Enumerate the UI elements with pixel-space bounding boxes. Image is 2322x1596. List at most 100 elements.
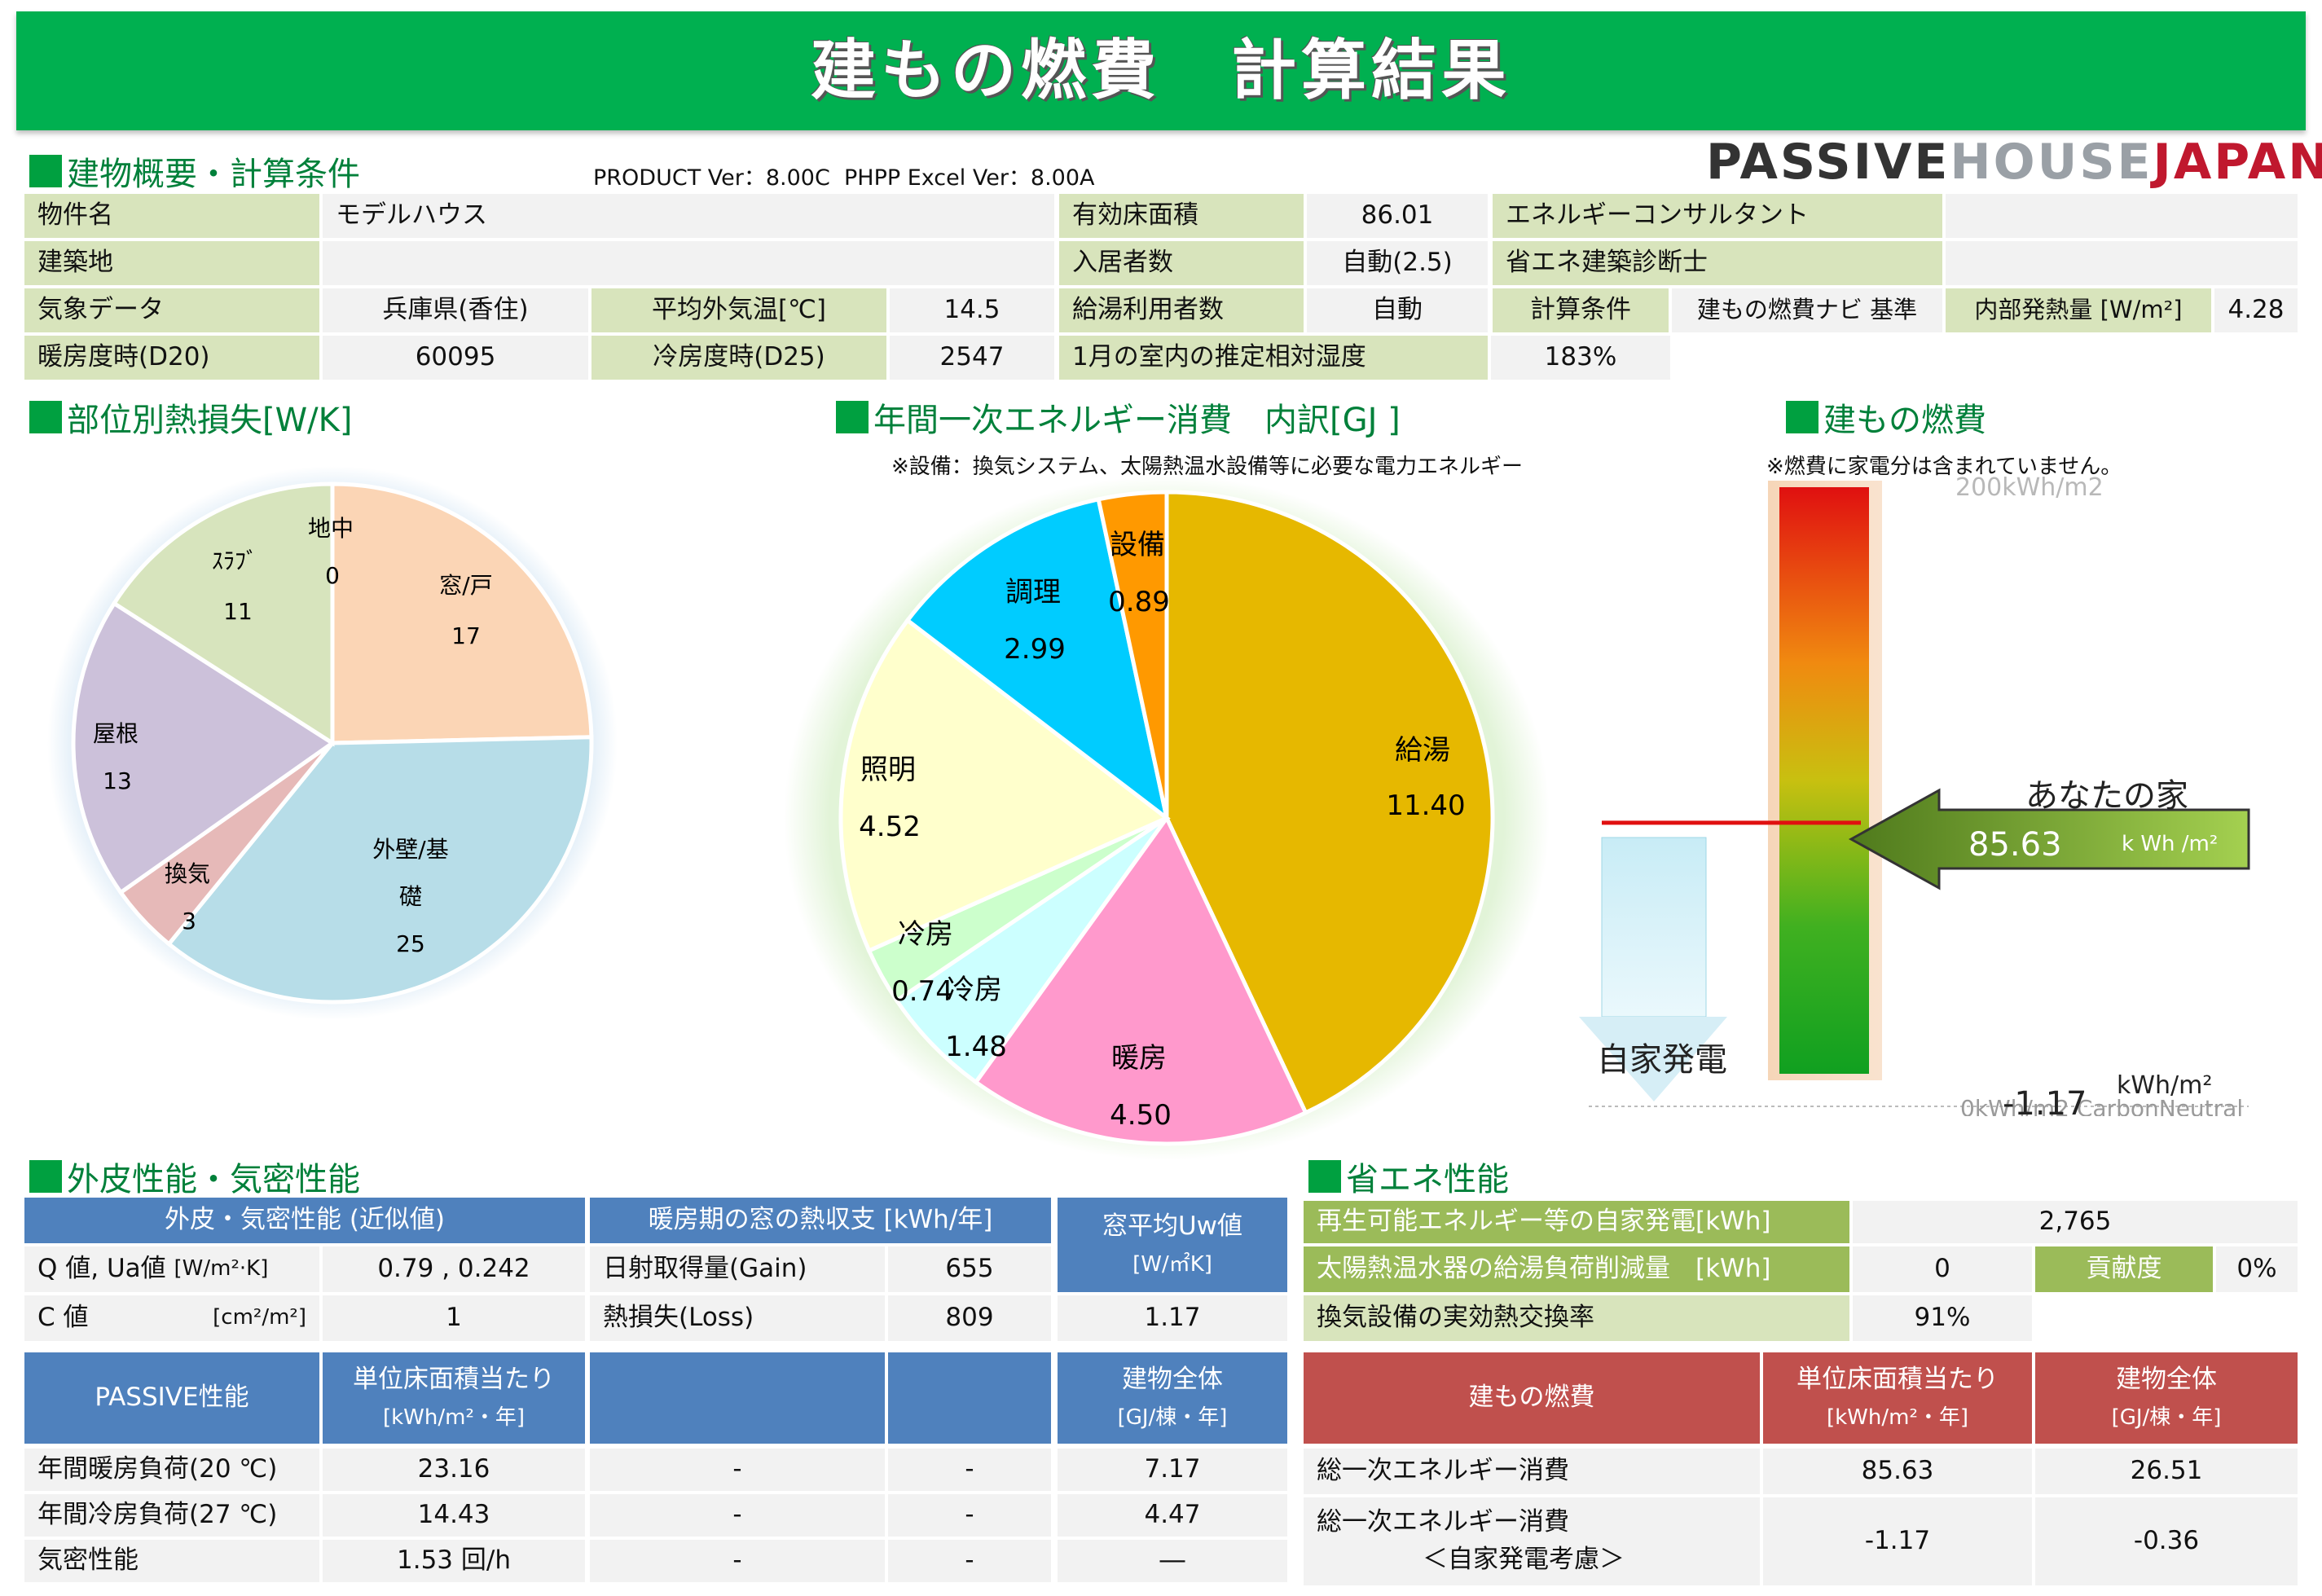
primary-value-equipment: 0.89: [1108, 586, 1170, 618]
humidity-value: 183%: [1491, 336, 1670, 380]
site-value: [323, 241, 1054, 285]
passive-blank-header-1: [590, 1352, 885, 1444]
primary-slice-5: [904, 496, 1170, 824]
passive-building-header: 建物全体 [GJ/棟・年]: [1058, 1352, 1287, 1444]
primary-slice-1: [973, 814, 1308, 1146]
floor-area-label: 有効床面積: [1059, 194, 1304, 238]
total-primary-building: 26.51: [2035, 1449, 2298, 1494]
house-pointer-arrow: [1848, 788, 2250, 890]
hotwater-users-value: 自動: [1307, 288, 1488, 332]
section-marker-icon: [1308, 1160, 1341, 1193]
renewable-label: 再生可能エネルギー等の自家発電[kWh]: [1304, 1201, 1849, 1243]
cdd-label: 冷房度時(D25): [591, 336, 886, 380]
heatloss-value-wall: 25: [396, 930, 425, 957]
primary-label-cooling-1: 冷房: [947, 974, 1002, 1006]
section-heatloss-title: 部位別熱損失[W/K]: [29, 401, 352, 440]
ventilation-label: 換気設備の実効熱交換率: [1304, 1295, 1849, 1341]
primary-label-cooling-2: 冷房: [898, 918, 953, 951]
consultant-label: エネルギーコンサルタント: [1493, 194, 1942, 238]
passive-row-per-area: 1.53 回/h: [323, 1540, 585, 1582]
heatloss-label-window: 窓/戸: [439, 572, 492, 599]
primary-slice-2: [894, 816, 1169, 1085]
weather-label: 気象データ: [24, 288, 319, 332]
q-value-label: Q 値, Ua値 [W/m²·K]: [24, 1246, 319, 1292]
gauge-bottom-value: -1.17: [2003, 1085, 2087, 1116]
solar-water-label: 太陽熱温水器の給湯負荷削減量 [kWh]: [1304, 1246, 1849, 1292]
primary-label-heating: 暖房: [1111, 1042, 1167, 1075]
section-nenpi-title: 建もの燃費: [1786, 401, 1986, 440]
heatloss-label-slab: ｽﾗﾌﾞ: [212, 547, 257, 574]
primary-slice-0: [1164, 490, 1495, 1116]
passive-row-per-area: 14.43: [323, 1494, 585, 1537]
gauge-top-label: 200kWh/m2: [1955, 473, 2104, 502]
solar-gain-label: 日射取得量(Gain): [590, 1246, 885, 1292]
heatloss-label-underground: 地中: [308, 515, 354, 542]
total-primary-per-area: 85.63: [1763, 1449, 2032, 1494]
nenpi-per-area-header: 単位床面積当たり [kWh/m²・年]: [1763, 1352, 2032, 1444]
passive-row-label: 年間冷房負荷(27 ℃): [24, 1494, 319, 1537]
heatloss-value-roof: 13: [103, 767, 132, 794]
diagnostician-label: 省エネ建築診断士: [1493, 241, 1942, 285]
primary-label-hotwater: 給湯: [1395, 734, 1450, 767]
heatloss-label-wall: 外壁/基: [372, 836, 448, 863]
solar-water-value: 0: [1853, 1246, 2032, 1292]
envelope-header: 外皮・気密性能 (近似値): [24, 1198, 585, 1243]
primary-slice-4: [838, 617, 1171, 954]
diagnostician-value: [1946, 241, 2298, 285]
heat-loss-value: 809: [888, 1295, 1051, 1341]
cdd-value: 2547: [890, 336, 1054, 380]
passive-row-col3: -: [590, 1540, 885, 1582]
contribution-value: 0%: [2216, 1246, 2298, 1292]
window-balance-header: 暖房期の窓の熱収支 [kWh/年]: [590, 1198, 1051, 1243]
heatloss-slice-4: [71, 600, 336, 895]
consultant-value: [1946, 194, 2298, 238]
primary-value-cooking: 2.99: [1004, 633, 1066, 666]
contribution-label: 貢献度: [2035, 1246, 2213, 1292]
primary-value-heating: 4.50: [1110, 1099, 1172, 1132]
passive-row-per-area: 23.16: [323, 1449, 585, 1491]
primary-label-equipment: 設備: [1110, 529, 1165, 561]
version-text: PRODUCT Ver：8.00C PHPP Excel Ver：8.00A: [593, 165, 1095, 191]
passive-row-col4: -: [888, 1540, 1051, 1582]
total-primary-selfgen-building: -0.36: [2035, 1497, 2298, 1585]
uw-value: 1.17: [1058, 1295, 1287, 1341]
heatloss-slice-5: [111, 481, 335, 747]
title-banner: 建もの燃費 計算結果: [16, 11, 2306, 130]
heatloss-pie-chart: 地中 0 窓/戸 17 外壁/基 礎 25 換気 3 屋根 13 ｽﾗﾌﾞ 11: [47, 466, 618, 1020]
weather-value: 兵庫県(香住): [323, 288, 588, 332]
page-title: 建もの燃費 計算結果: [811, 33, 1511, 108]
calc-condition-label: 計算条件: [1493, 288, 1669, 332]
internal-gain-value: 4.28: [2214, 288, 2298, 332]
section-marker-icon: [836, 401, 869, 433]
humidity-label: 1月の室内の推定相対湿度: [1059, 336, 1488, 380]
primary-energy-pie-chart: 給湯 11.40 暖房 4.50 冷房 1.48 冷房 0.74 照明 4.52…: [784, 476, 1550, 1160]
total-primary-label: 総一次エネルギー消費: [1304, 1449, 1760, 1494]
solar-gain-value: 655: [888, 1246, 1051, 1292]
house-value: 85.63: [1968, 826, 2062, 864]
passive-row-col3: -: [590, 1494, 885, 1537]
uw-header: 窓平均Uw値 [W/㎡K]: [1058, 1198, 1287, 1292]
nenpi-building-header: 建物全体 [GJ/棟・年]: [2035, 1352, 2298, 1444]
heat-loss-label: 熱損失(Loss): [590, 1295, 885, 1341]
nenpi-gauge: 200kWh/m2 あなたの家 85.63 k Wh /m² 自家発電 0kWh…: [1579, 473, 2250, 1116]
q-value: 0.79 , 0.242: [323, 1246, 585, 1292]
ventilation-value: 91%: [1853, 1295, 2032, 1341]
heatloss-value-underground: 0: [325, 562, 340, 589]
primary-value-cooling-1: 1.48: [945, 1031, 1007, 1063]
self-generation-label: 自家発電: [1597, 1041, 1727, 1079]
heatloss-value-slab: 11: [223, 598, 253, 625]
renewable-value: 2,765: [1853, 1201, 2298, 1243]
passive-row-building: 4.47: [1058, 1494, 1287, 1537]
passive-row-building: ―: [1058, 1540, 1287, 1582]
passive-header: PASSIVE性能: [24, 1352, 319, 1444]
heatloss-slice-1: [330, 481, 594, 745]
occupants-label: 入居者数: [1059, 241, 1304, 285]
passive-row-building: 7.17: [1058, 1449, 1287, 1491]
property-value: モデルハウス: [323, 194, 1054, 238]
primary-value-lighting: 4.52: [859, 811, 921, 843]
heatloss-label-roof: 屋根: [93, 720, 139, 747]
passive-row-col4: -: [888, 1494, 1051, 1537]
section-marker-icon: [29, 401, 62, 433]
heatloss-label-wall-2: 礎: [399, 883, 422, 910]
avg-temp-label: 平均外気温[℃]: [591, 288, 886, 332]
